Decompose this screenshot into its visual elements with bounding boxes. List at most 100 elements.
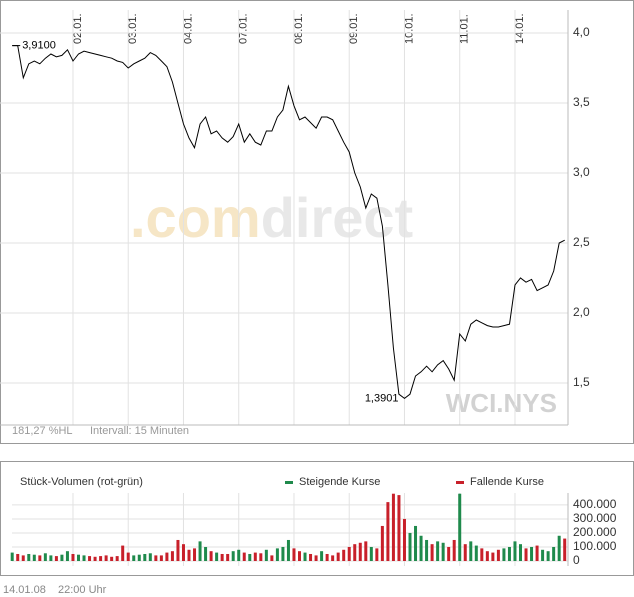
volume-bar [270, 555, 274, 561]
volume-bar [43, 553, 47, 561]
volume-bar [231, 551, 235, 561]
legend-label: Fallende Kurse [470, 476, 544, 488]
volume-bar [242, 552, 246, 561]
x-tick-label: 11.01. [459, 14, 471, 44]
volume-bar [535, 545, 539, 561]
volume-bar [104, 555, 108, 561]
y-tick-label: 400.000 [573, 497, 617, 511]
volume-bar [513, 541, 517, 561]
volume-bar [452, 539, 456, 561]
volume-bar [469, 541, 473, 561]
y-tick-label: 3,5 [573, 95, 590, 109]
x-tick-label: 04.01. [182, 13, 194, 44]
volume-bar [563, 538, 567, 561]
volume-bar [60, 554, 64, 561]
y-tick-label: 3,0 [573, 165, 590, 179]
volume-bar [303, 552, 307, 561]
volume-bar [281, 546, 285, 561]
volume-bar [88, 556, 92, 561]
volume-bar [71, 553, 75, 561]
volume-bar [292, 548, 296, 561]
volume-bar [541, 549, 545, 561]
volume-bar [110, 556, 114, 561]
footer-date: 14.01.08 [3, 584, 46, 596]
volume-bar [32, 554, 36, 561]
volume-bar [353, 544, 357, 561]
volume-bar [391, 493, 395, 561]
volume-bar [309, 553, 313, 561]
symbol: WCI.NYS [446, 388, 557, 418]
price-line [12, 45, 565, 400]
volume-bar [320, 551, 324, 561]
annotation: 1,3901 [365, 392, 399, 404]
y-tick-label: 2,0 [573, 305, 590, 319]
watermark-com: .com [130, 186, 261, 249]
volume-bar [436, 541, 440, 561]
legend-swatch [456, 481, 464, 484]
volume-bar [115, 556, 119, 561]
volume-bar [369, 546, 373, 561]
volume-bar [530, 546, 534, 561]
volume-bar [546, 551, 550, 561]
volume-bar [27, 553, 31, 561]
volume-bar [458, 493, 462, 561]
volume-bar [474, 545, 478, 561]
volume-bar [159, 555, 163, 561]
volume-bar [496, 549, 500, 561]
y-tick-label: 4,0 [573, 25, 590, 39]
y-tick-label: 2,5 [573, 235, 590, 249]
volume-bar [93, 556, 97, 561]
volume-bar [519, 544, 522, 561]
volume-bar [209, 551, 213, 561]
volume-bar [21, 555, 25, 561]
volume-bar [502, 548, 506, 561]
volume-bar [347, 546, 351, 561]
volume-bar [237, 549, 241, 561]
legend-swatch [285, 481, 293, 484]
volume-title: Stück-Volumen (rot-grün) [20, 476, 143, 488]
volume-bar [286, 539, 290, 561]
volume-bar [524, 548, 528, 561]
volume-bar [314, 555, 318, 561]
volume-bar [248, 553, 252, 561]
volume-bar [253, 552, 257, 561]
y-tick-label: 200.000 [573, 525, 617, 539]
volume-bar [126, 552, 130, 561]
volume-bar [414, 525, 418, 561]
volume-bar [507, 546, 511, 561]
volume-bar [170, 551, 174, 561]
legend-label: Steigende Kurse [299, 476, 380, 488]
y-tick-label: 300.000 [573, 511, 617, 525]
volume-bar [264, 549, 268, 561]
volume-bar [165, 552, 169, 561]
volume-bar [54, 556, 58, 561]
volume-bar [408, 532, 412, 561]
volume-bar [480, 548, 484, 561]
volume-bar [181, 544, 185, 561]
volume-bar [38, 555, 42, 561]
x-tick-label: 07.01. [238, 13, 250, 44]
volume-bar [10, 552, 14, 561]
volume-bar [82, 555, 86, 561]
volume-bar [430, 544, 434, 561]
volume-bar [275, 548, 279, 561]
annotation: 3,9100 [22, 40, 56, 52]
volume-bar [419, 535, 423, 561]
volume-bar [425, 539, 429, 561]
x-tick-label: 02.01. [72, 13, 84, 44]
volume-bar [342, 549, 346, 561]
volume-bar [77, 554, 80, 561]
volume-bar [132, 555, 136, 561]
volume-bar [447, 546, 451, 561]
volume-bar [358, 542, 362, 561]
volume-bar [463, 544, 467, 561]
volume-bar [198, 541, 202, 561]
volume-bar [331, 555, 335, 561]
volume-bar [386, 502, 390, 561]
volume-bar [298, 551, 301, 561]
y-tick-label: 100.000 [573, 539, 617, 553]
volume-bar [491, 552, 495, 561]
y-tick-label: 0 [573, 553, 580, 567]
